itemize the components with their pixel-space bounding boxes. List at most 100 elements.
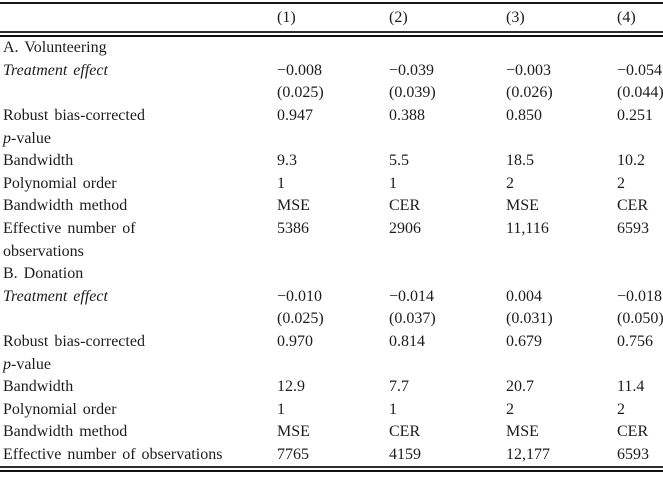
table-row: Robust bias-corrected 0.970 0.814 0.679 0.75…: [0, 331, 663, 354]
value-cell: 0.850: [506, 107, 542, 125]
table-row: p-value: [0, 353, 663, 376]
header-cell-col2: (2): [389, 8, 408, 26]
value-cell: 11,116: [506, 220, 549, 238]
row-label-italic-part: Treatment effect: [3, 61, 108, 79]
row-label-text: Bandwidth method: [3, 197, 128, 215]
value-cell: 4159: [389, 445, 421, 463]
value-cell: 0.756: [617, 333, 653, 351]
value-cell: 6593: [617, 445, 649, 463]
row-label: Treatment effect: [0, 288, 277, 305]
header-cell-col3: (3): [506, 8, 525, 26]
value-cell: CER: [617, 423, 649, 441]
table-body: A. Volunteering Treatment effect −0.008 −0.…: [0, 37, 663, 466]
row-label: p-value: [0, 130, 277, 147]
value-cell: 12.9: [277, 378, 305, 396]
value-cell: 7765: [277, 445, 309, 463]
table-row: Polynomial order 1 1 2 2: [0, 399, 663, 422]
value-cell: 1: [277, 174, 285, 192]
value-cell: 2: [617, 174, 625, 192]
value-cell: 9.3: [277, 152, 297, 170]
row-label-text: Robust bias-corrected: [3, 333, 145, 351]
value-cell: 0.814: [389, 333, 425, 351]
row-label-text: Bandwidth: [3, 378, 74, 396]
row-label: Robust bias-corrected: [0, 334, 277, 350]
value-cell: 0.251: [617, 107, 653, 125]
value-cell: 12,177: [506, 445, 550, 463]
value-cell: (0.031): [506, 310, 553, 328]
value-cell: (0.025): [277, 84, 324, 102]
value-cell: 5.5: [389, 152, 409, 170]
row-label-text: Robust bias-corrected: [3, 107, 145, 125]
value-cell: 18.5: [506, 152, 534, 170]
value-cell: (0.039): [389, 84, 436, 102]
panel-title: A. Volunteering: [3, 39, 107, 57]
value-cell: MSE: [277, 197, 310, 215]
table-row: p-value: [0, 127, 663, 150]
value-cell: 10.2: [617, 152, 645, 170]
value-cell: MSE: [506, 423, 539, 441]
table-row: (0.025) (0.039) (0.026) (0.044): [0, 82, 663, 105]
value-cell: 2: [617, 400, 625, 418]
value-cell: 1: [389, 174, 397, 192]
value-cell: 7.7: [389, 378, 409, 396]
table-row: Treatment effect −0.010 −0.014 0.004 −0.018: [0, 286, 663, 309]
value-cell: 0.004: [506, 287, 542, 305]
panel-title-row: B. Donation: [0, 263, 663, 286]
header-cell-col4: (4): [617, 8, 636, 26]
table-row: Bandwidth method MSE CER MSE CER: [0, 195, 663, 218]
value-cell: 5386: [277, 220, 309, 238]
row-label-text: Polynomial order: [3, 400, 117, 418]
table-header-row: (1) (2) (3) (4): [0, 4, 663, 31]
table-row: Treatment effect −0.008 −0.039 −0.003 −0.054: [0, 60, 663, 83]
value-cell: 0.947: [277, 107, 313, 125]
value-cell: 2906: [389, 220, 421, 238]
row-label-text: Effective number of: [3, 220, 136, 238]
row-label: Bandwidth method: [0, 198, 277, 214]
table-bottom-rule: [0, 466, 663, 473]
value-cell: 2: [506, 400, 514, 418]
panel-title: B. Donation: [3, 265, 84, 283]
row-label-text: -value: [11, 355, 51, 373]
value-cell: CER: [617, 197, 649, 215]
value-cell: −0.010: [277, 287, 323, 305]
value-cell: MSE: [277, 423, 310, 441]
row-label-text: observations: [3, 242, 84, 260]
value-cell: CER: [389, 197, 421, 215]
row-label-text: Effective number of observations: [3, 445, 223, 463]
table-row: Bandwidth 9.3 5.5 18.5 10.2: [0, 150, 663, 173]
row-label: observations: [0, 242, 277, 260]
value-cell: 6593: [617, 220, 649, 238]
row-label-italic-part: p: [3, 355, 11, 373]
value-cell: 1: [389, 400, 397, 418]
table-row: Robust bias-corrected 0.947 0.388 0.850 0.25…: [0, 105, 663, 128]
value-cell: −0.054: [617, 61, 663, 79]
row-label: Bandwidth: [0, 379, 277, 395]
row-label: Polynomial order: [0, 400, 277, 418]
value-cell: CER: [389, 423, 421, 441]
table-row: observations: [0, 240, 663, 263]
row-label-text: Polynomial order: [3, 174, 117, 192]
value-cell: (0.050): [617, 310, 663, 328]
value-cell: −0.039: [389, 61, 435, 79]
table-row: (0.025) (0.037) (0.031) (0.050): [0, 308, 663, 331]
value-cell: MSE: [506, 197, 539, 215]
header-cell-col1: (1): [277, 8, 296, 26]
value-cell: −0.018: [617, 287, 663, 305]
table-top-rule: [0, 2, 663, 4]
value-cell: 2: [506, 174, 514, 192]
header-separator-rule: [0, 31, 663, 37]
value-cell: 0.970: [277, 333, 313, 351]
row-label: Robust bias-corrected: [0, 108, 277, 124]
panel-title-row: A. Volunteering: [0, 37, 663, 60]
table-row: Bandwidth 12.9 7.7 20.7 11.4: [0, 376, 663, 399]
value-cell: −0.008: [277, 61, 323, 79]
row-label: Effective number of: [0, 221, 277, 237]
value-cell: (0.044): [617, 84, 663, 102]
value-cell: (0.037): [389, 310, 436, 328]
row-label-text: Bandwidth method: [3, 423, 128, 441]
row-label: Bandwidth: [0, 153, 277, 169]
value-cell: 20.7: [506, 378, 534, 396]
row-label: Treatment effect: [0, 61, 277, 79]
value-cell: −0.003: [506, 61, 552, 79]
